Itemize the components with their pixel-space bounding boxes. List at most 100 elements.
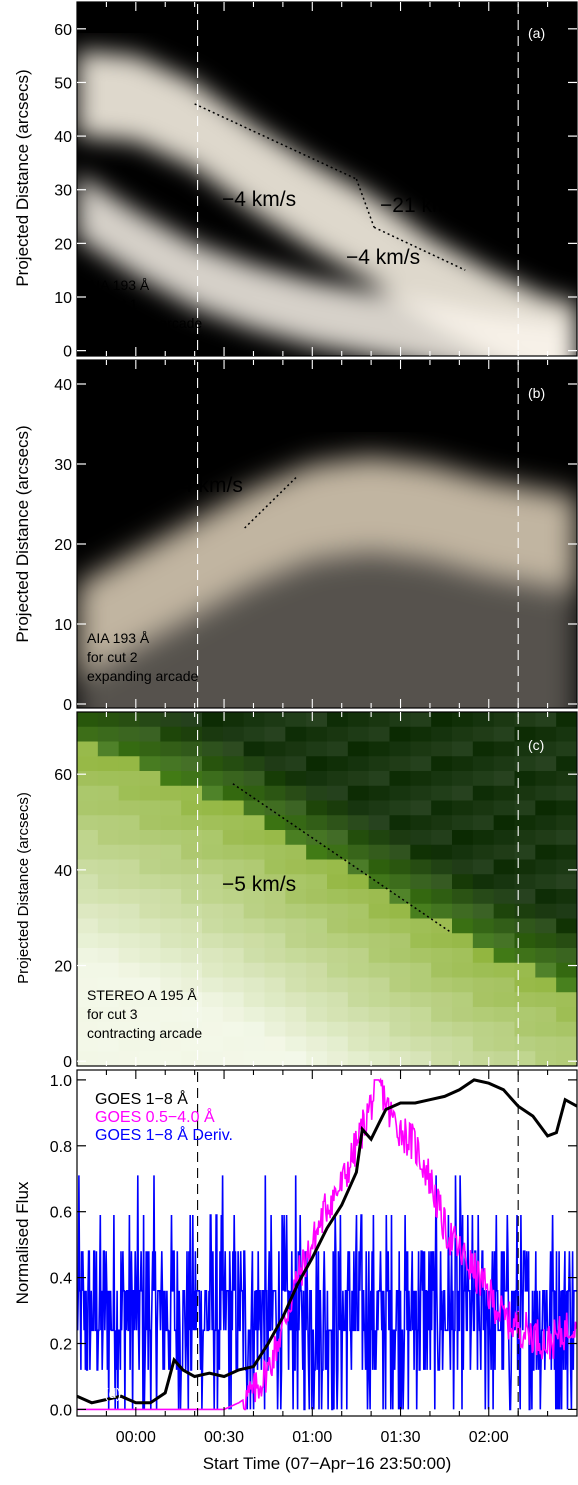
panel-c-bg-cell [556, 785, 577, 801]
panel-c-bg-cell [347, 1036, 370, 1052]
panel-a-bg-cell [389, 42, 406, 58]
panel-a-bg-cell [342, 56, 359, 71]
panel-a-bg-cell [342, 274, 359, 289]
panel-b-bg-cell [108, 467, 125, 482]
panel-c-ytick-label: 40 [54, 863, 72, 880]
panel-a-bg-cell [467, 83, 484, 98]
panel-c-bg-cell [264, 992, 286, 1008]
panel-c-bg-cell [181, 785, 203, 801]
panel-b-bg-cell [514, 426, 531, 441]
panel-a-bg-cell [170, 179, 187, 194]
series-goes-deriv [77, 1175, 577, 1411]
panel-c-bg-cell [472, 1036, 495, 1052]
panel-b-bg-cell [373, 386, 391, 401]
panel-a-bg-cell [530, 179, 547, 194]
panel-c-bg-cell [368, 962, 390, 978]
panel-c-bg-cell [160, 1007, 182, 1023]
panel-a-bg-cell [248, 56, 266, 71]
panel-b-bg-cell [155, 373, 172, 388]
panel-b-bg-cell [202, 386, 219, 401]
panel-b-bg-cell [327, 426, 344, 441]
panel-a-annotation-1: −4 km/s [222, 188, 296, 211]
panel-c-bg-cell [472, 1007, 495, 1023]
panel-c-bg-cell [327, 1036, 349, 1052]
panel-c-bg-cell [264, 859, 286, 875]
panel-c-bg-cell [97, 889, 120, 905]
panel-a-bg-cell [405, 97, 422, 112]
panel-a-bg-cell [452, 233, 469, 248]
panel-b-bg-cell [405, 360, 422, 374]
panel-b-bg-cell [561, 480, 577, 495]
panel-a-bg-cell [202, 29, 219, 44]
panel-c-bg-cell [285, 889, 307, 905]
panel-b-bg-cell [202, 426, 219, 441]
panel-c-bg-cell [327, 948, 349, 964]
panel-a-bg-cell [514, 219, 531, 235]
panel-c-bg-cell [556, 1051, 577, 1066]
panel-c-bg-cell [389, 756, 411, 772]
panel-c-bg-cell [264, 977, 286, 993]
panel-a-ridges [77, 50, 577, 356]
panel-b-bg-cell [452, 373, 469, 388]
panel-c-bg-cell [181, 1007, 203, 1023]
panel-b-bg-cell [530, 413, 547, 428]
panel-b-bg-cell [327, 386, 344, 401]
panel-c-bg-cell [535, 874, 557, 890]
panel-b-bg-cell [295, 413, 312, 428]
panel-a-bg-cell [217, 206, 234, 221]
panel-b-bg-cell [139, 453, 156, 468]
panel-b-bg-cell [108, 426, 125, 441]
panel-a-bg-cell [545, 15, 562, 30]
panel-c-bg-cell [452, 1021, 474, 1037]
panel-b-bg-cell [123, 534, 141, 548]
panel-b-bg-cell [202, 480, 219, 495]
panel-b-bg-cell [233, 480, 250, 495]
panel-a-bg-cell [498, 56, 516, 71]
panel-a-caption-2: for cut 1 [87, 296, 138, 312]
panel-c-bg-cell [327, 992, 349, 1008]
panel-a-bg-cell [530, 192, 547, 207]
panel-b-bg-cell [405, 426, 422, 441]
panel-a-bg-cell [342, 29, 359, 44]
panel-a-bg-cell [561, 179, 577, 194]
panel-c-bg-cell [202, 771, 224, 787]
panel-b-ylabel: Projected Distance (arcsecs) [13, 425, 32, 642]
panel-c-bg-cell [97, 844, 120, 860]
panel-b-bg-cell [217, 373, 234, 388]
panel-d-xtick-label: 00:30 [204, 1429, 244, 1446]
panel-a-bg-cell [405, 29, 422, 44]
panel-b-bg-cell [420, 373, 437, 388]
panel-c-bg-cell [181, 844, 203, 860]
panel-c-ylabel: Projected Distance (arcsecs) [15, 792, 32, 984]
panel-a-bg-cell [405, 151, 422, 166]
panel-c-bg-cell [347, 741, 370, 757]
panel-a-bg-cell [452, 56, 469, 71]
panel-c-bg-cell [306, 874, 328, 890]
panel-a-bg-cell [217, 2, 234, 17]
panel-b: 0 10 20 30 40 (b) 4 km/s AIA 193 Å for cut 2… [13, 359, 578, 714]
panel-b-bg-cell [405, 413, 422, 428]
panel-a-ytick-label: 50 [54, 75, 72, 92]
panel-c-bg-cell [389, 830, 411, 846]
panel-c-bg-cell [347, 756, 370, 772]
panel-c-bg-cell [139, 1051, 161, 1066]
panel-b-bg-cell [202, 360, 219, 374]
panel-c-bg-cell [181, 933, 203, 949]
panel-b-bg-cell [483, 386, 500, 401]
panel-a-bg-cell [530, 151, 547, 166]
panel-a-bg-cell [233, 15, 250, 30]
panel-b-bg-cell [342, 373, 359, 388]
panel-c-bg-cell [306, 918, 328, 934]
panel-b-bg-cell [77, 360, 94, 374]
panel-a-bg-cell [295, 70, 312, 85]
panel-c-bg-cell [160, 874, 182, 890]
panel-a-bg-cell [452, 70, 469, 85]
panel-d-ytick-label: 0.2 [50, 1337, 72, 1354]
panel-c-bg-cell [306, 785, 328, 801]
panel-c-bg-cell [285, 859, 307, 875]
panel-c-bg-cell [77, 1051, 99, 1066]
panel-c-bg-cell [368, 815, 390, 831]
panel-a-bg-cell [233, 233, 250, 248]
panel-c-bg-cell [556, 741, 577, 757]
panel-c-bg-cell [556, 756, 577, 772]
